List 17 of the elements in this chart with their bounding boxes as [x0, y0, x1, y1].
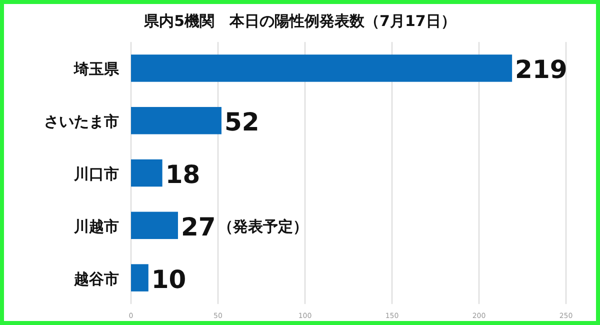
y-tick-label: 川越市 [73, 217, 119, 236]
bar [131, 54, 512, 82]
y-tick-label: 埼玉県 [73, 60, 120, 78]
bar [131, 106, 222, 134]
y-tick-label: 越谷市 [73, 270, 119, 288]
data-label: 219 [515, 55, 568, 84]
bar [131, 212, 178, 240]
y-tick-label: さいたま市 [44, 112, 119, 131]
chart-title: 県内5機関 本日の陽性例発表数（7月17日） [143, 12, 456, 30]
bar [131, 159, 162, 187]
annotation: （発表予定） [218, 217, 308, 236]
data-label: 10 [151, 264, 186, 294]
data-label: 52 [224, 108, 260, 137]
bar [131, 264, 148, 292]
y-tick-label: 川口市 [73, 165, 119, 183]
data-label: 18 [165, 160, 200, 189]
data-label: 27 [180, 212, 216, 242]
